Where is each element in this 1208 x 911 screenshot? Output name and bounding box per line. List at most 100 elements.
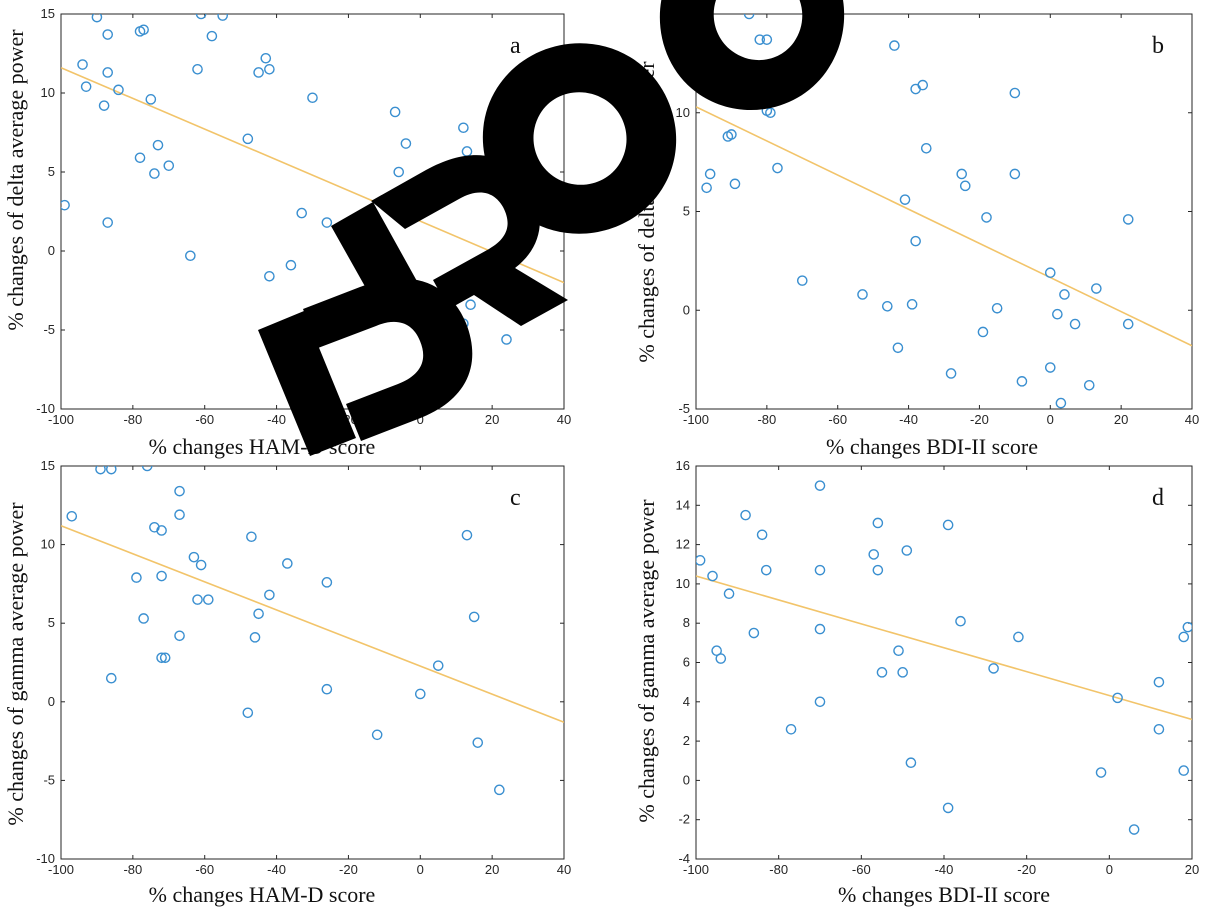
y-tick-label: -5 (43, 772, 55, 787)
data-point (899, 194, 911, 205)
data-point (1069, 318, 1081, 330)
data-point (740, 509, 751, 521)
data-point (152, 139, 164, 151)
data-point (156, 570, 167, 582)
data-point (956, 168, 968, 180)
y-tick-label: 10 (676, 105, 690, 120)
y-tick-label: 5 (48, 615, 55, 630)
data-point (192, 64, 203, 75)
y-axis-label-c: % changes of gamma average power (3, 502, 28, 826)
x-tick-label: 20 (1185, 862, 1199, 877)
data-point (785, 724, 797, 735)
y-tick-label: 12 (676, 537, 690, 552)
x-tick-label: -40 (935, 862, 954, 877)
data-point (893, 645, 904, 657)
data-point (872, 517, 884, 529)
data-point (465, 299, 476, 311)
y-tick-label: 4 (683, 694, 690, 709)
data-point (195, 559, 207, 571)
data-point (285, 259, 297, 271)
data-point (77, 59, 88, 70)
data-point (1009, 87, 1021, 99)
x-tick-label: -60 (195, 862, 214, 877)
data-point (796, 275, 808, 286)
data-point (195, 14, 207, 20)
y-tick-label: 0 (48, 694, 55, 709)
y-axis-label-d: % changes of gamma average power (634, 499, 659, 823)
data-point (113, 84, 124, 96)
data-point (321, 217, 333, 228)
data-point (1095, 767, 1107, 778)
data-point (400, 138, 412, 149)
x-tick-label: -100 (48, 862, 74, 877)
data-point (264, 270, 275, 282)
panel-label-a: a (510, 33, 521, 59)
watermark-letter-o (482, 43, 677, 234)
data-point (696, 555, 706, 566)
data-point (321, 683, 333, 695)
data-point (857, 289, 868, 300)
data-point (174, 630, 185, 642)
data-point (942, 519, 954, 531)
data-point (889, 40, 900, 51)
y-tick-label: 0 (683, 302, 690, 317)
data-point (955, 615, 966, 627)
data-point (748, 627, 760, 639)
x-tick-label: -20 (1017, 862, 1036, 877)
data-point (723, 588, 735, 600)
data-point (917, 79, 929, 91)
data-point (461, 529, 473, 541)
data-point (102, 217, 114, 228)
x-tick-label: -80 (769, 862, 788, 877)
x-tick-label: 40 (1185, 412, 1199, 427)
x-tick-label: -40 (267, 412, 286, 427)
x-tick-label: -80 (123, 862, 142, 877)
data-point (1112, 692, 1123, 704)
data-point (80, 81, 92, 92)
data-point (868, 549, 880, 560)
panel-label-d: d (1152, 485, 1164, 511)
y-tick-label: -2 (678, 812, 690, 827)
data-point (814, 623, 826, 635)
data-point (1044, 362, 1056, 373)
data-point (106, 672, 117, 684)
watermark-letter-o2 (659, 0, 845, 110)
regression-line (61, 66, 564, 284)
x-tick-label: 0 (417, 412, 424, 427)
y-tick-label: -5 (678, 401, 690, 416)
data-point (701, 182, 712, 194)
panel-label-c: c (510, 485, 521, 511)
data-point (1083, 379, 1095, 391)
data-point (138, 613, 149, 624)
data-point (1059, 289, 1070, 300)
data-point (206, 30, 218, 42)
x-tick-label: -60 (828, 412, 847, 427)
y-tick-label: 0 (683, 772, 690, 787)
x-axis-label-b: % changes BDI-II score (826, 434, 1038, 459)
data-point (1055, 397, 1067, 409)
x-tick-label: 40 (557, 412, 571, 427)
watermark: PROO (258, 0, 845, 456)
plot-frame (60, 465, 565, 860)
data-point (897, 667, 908, 678)
data-point (253, 67, 264, 78)
data-point (159, 652, 171, 664)
data-point (174, 485, 185, 497)
data-point (959, 180, 971, 192)
y-tick-label: 10 (41, 537, 55, 552)
data-point (217, 14, 228, 21)
data-point (1122, 214, 1134, 225)
data-point (246, 531, 257, 543)
data-point (145, 94, 157, 105)
data-point (188, 551, 200, 563)
regression-line (696, 106, 1192, 347)
data-point (1013, 631, 1024, 643)
data-point (149, 522, 160, 533)
data-point (910, 235, 921, 247)
data-point (106, 466, 117, 475)
data-point (1091, 283, 1102, 294)
data-point (393, 166, 405, 178)
data-point (91, 14, 103, 23)
data-point (1044, 267, 1056, 279)
data-point (432, 660, 444, 671)
